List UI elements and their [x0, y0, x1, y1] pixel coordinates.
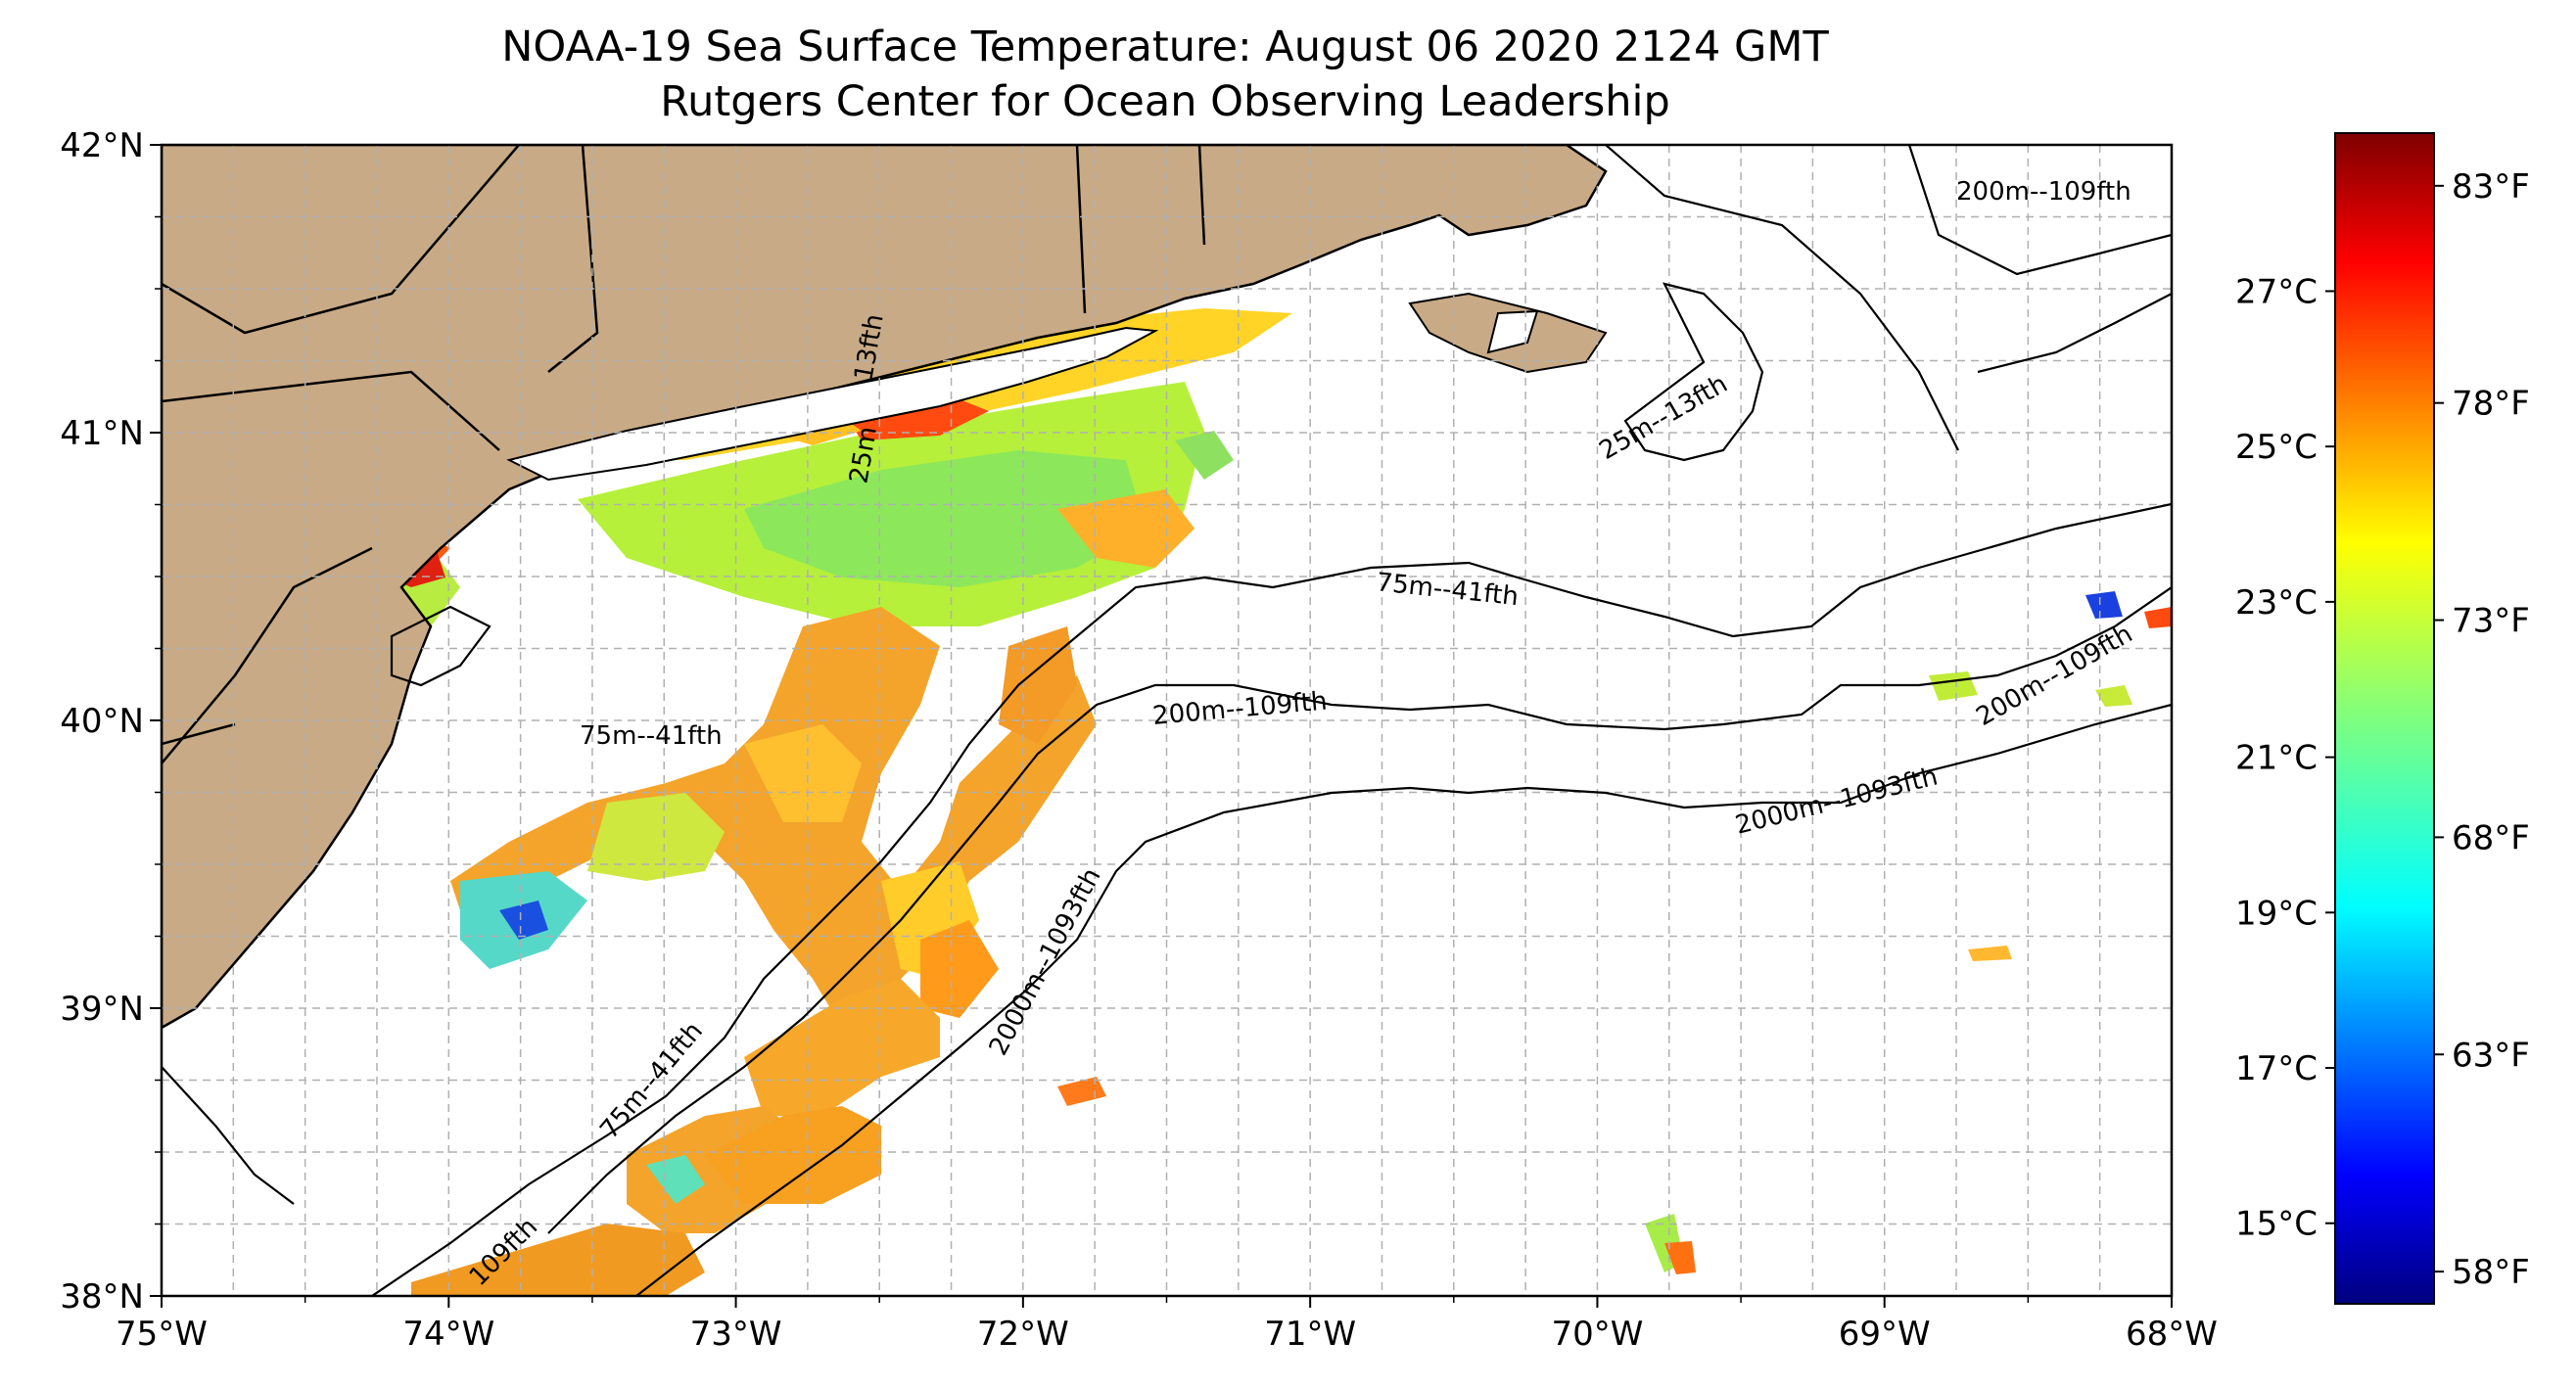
- colorbar-celsius-label: 21°C: [2235, 739, 2318, 778]
- colorbar-celsius-label: 15°C: [2235, 1205, 2318, 1244]
- colorbar-fahrenheit-label: 63°F: [2452, 1036, 2530, 1075]
- colorbar-celsius-label: 19°C: [2235, 894, 2318, 933]
- colorbar-celsius-label: 17°C: [2235, 1049, 2318, 1088]
- isobath-label: 200m--109fth: [1151, 687, 1329, 731]
- isobath-label: 200m--109fth: [1956, 177, 2131, 207]
- y-tick-label: 38°N: [60, 1277, 144, 1317]
- x-tick-label: 72°W: [977, 1315, 1069, 1354]
- isobath-label: 2000m--1093fth: [1732, 762, 1941, 840]
- isobath-label: 75m--41fth: [580, 721, 723, 751]
- colorbar-celsius-label: 25°C: [2235, 428, 2318, 467]
- x-tick-label: 73°W: [690, 1315, 782, 1354]
- isobath-label: 2000m--1093fth: [984, 863, 1107, 1060]
- isobath-label: 25m--13fth: [1595, 369, 1733, 466]
- x-tick-label: 74°W: [402, 1315, 494, 1354]
- colorbar-celsius-label: 23°C: [2235, 583, 2318, 623]
- colorbar-fahrenheit-label: 68°F: [2452, 818, 2530, 857]
- colorbar-fahrenheit-label: 73°F: [2452, 602, 2530, 641]
- x-tick-label: 75°W: [116, 1315, 208, 1354]
- x-tick-label: 71°W: [1264, 1315, 1356, 1354]
- colorbar-fahrenheit-label: 78°F: [2452, 385, 2530, 424]
- colorbar: [2335, 133, 2434, 1304]
- y-tick-label: 41°N: [60, 414, 144, 453]
- colorbar-fahrenheit-label: 58°F: [2452, 1253, 2530, 1292]
- isobath-label: 75m--41fth: [1375, 568, 1520, 612]
- x-tick-label: 70°W: [1551, 1315, 1643, 1354]
- colorbar-celsius-label: 27°C: [2235, 272, 2318, 311]
- y-tick-label: 40°N: [60, 702, 144, 741]
- x-tick-label: 69°W: [1839, 1315, 1931, 1354]
- y-tick-label: 42°N: [60, 126, 144, 165]
- colorbar-fahrenheit-label: 83°F: [2452, 167, 2530, 207]
- x-tick-label: 68°W: [2126, 1315, 2218, 1354]
- y-tick-label: 39°N: [60, 990, 144, 1029]
